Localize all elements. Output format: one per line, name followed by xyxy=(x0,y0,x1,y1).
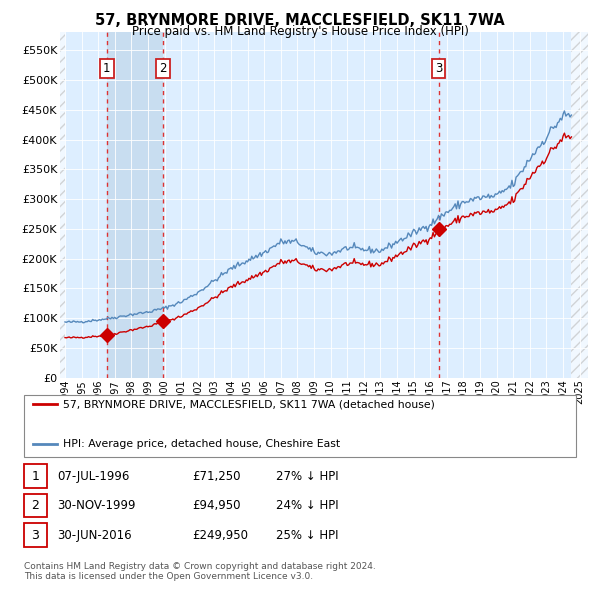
Text: 07-JUL-1996: 07-JUL-1996 xyxy=(57,470,130,483)
Text: £71,250: £71,250 xyxy=(192,470,241,483)
Text: £249,950: £249,950 xyxy=(192,529,248,542)
Text: 3: 3 xyxy=(435,62,442,75)
Text: 3: 3 xyxy=(31,529,40,542)
Text: HPI: Average price, detached house, Cheshire East: HPI: Average price, detached house, Ches… xyxy=(63,440,340,449)
Text: 27% ↓ HPI: 27% ↓ HPI xyxy=(276,470,338,483)
Text: 57, BRYNMORE DRIVE, MACCLESFIELD, SK11 7WA (detached house): 57, BRYNMORE DRIVE, MACCLESFIELD, SK11 7… xyxy=(63,399,435,409)
Bar xyxy=(571,32,588,378)
Text: 25% ↓ HPI: 25% ↓ HPI xyxy=(276,529,338,542)
Text: 30-NOV-1999: 30-NOV-1999 xyxy=(57,499,136,512)
Text: 1: 1 xyxy=(31,470,40,483)
Text: Contains HM Land Registry data © Crown copyright and database right 2024.
This d: Contains HM Land Registry data © Crown c… xyxy=(24,562,376,581)
Text: Price paid vs. HM Land Registry's House Price Index (HPI): Price paid vs. HM Land Registry's House … xyxy=(131,25,469,38)
Text: 57, BRYNMORE DRIVE, MACCLESFIELD, SK11 7WA: 57, BRYNMORE DRIVE, MACCLESFIELD, SK11 7… xyxy=(95,13,505,28)
Text: 24% ↓ HPI: 24% ↓ HPI xyxy=(276,499,338,512)
Text: 2: 2 xyxy=(31,499,40,512)
Text: 1: 1 xyxy=(103,62,110,75)
Text: 30-JUN-2016: 30-JUN-2016 xyxy=(57,529,131,542)
Text: 2: 2 xyxy=(160,62,167,75)
Text: £94,950: £94,950 xyxy=(192,499,241,512)
Bar xyxy=(107,32,163,378)
Bar xyxy=(60,32,65,378)
